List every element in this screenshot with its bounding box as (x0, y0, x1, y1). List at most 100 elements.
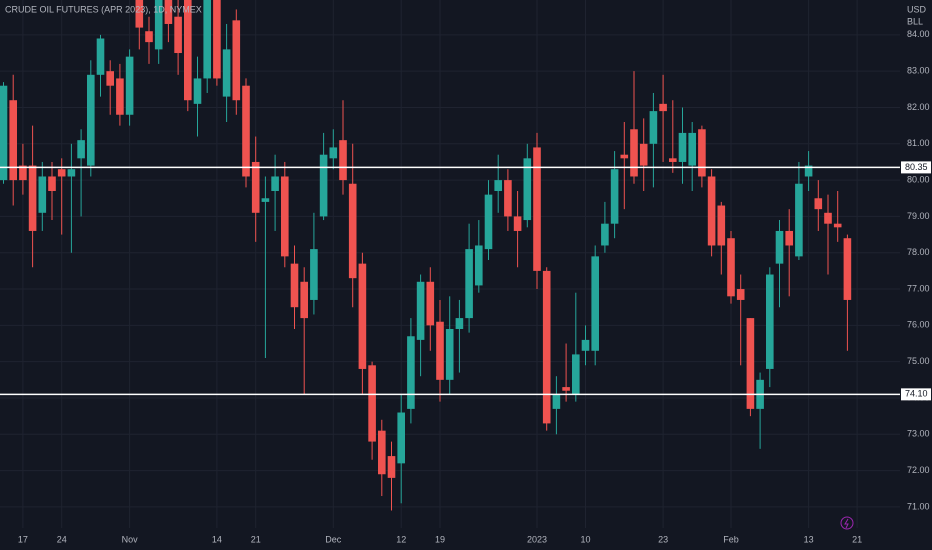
candle-body (542, 270, 551, 424)
candle-body (504, 180, 512, 217)
candle-body (610, 169, 619, 224)
x-tick-label: Feb (723, 534, 739, 544)
candle-body (213, 0, 221, 79)
level-label-box (901, 161, 931, 174)
candle-body (688, 132, 696, 166)
candle-body (843, 238, 852, 300)
y-tick-label: 73.00 (907, 429, 930, 439)
candle-body (174, 16, 182, 54)
candle-body (445, 328, 454, 380)
candle-body (775, 230, 784, 264)
candle-body (310, 249, 318, 300)
candle-body (523, 158, 532, 221)
candle-body (513, 216, 522, 231)
candle-body (736, 289, 745, 300)
candle-body (271, 176, 279, 192)
candle-body (824, 212, 832, 224)
candle-body (164, 0, 173, 24)
candle-body (38, 176, 47, 213)
candle-body (116, 78, 124, 115)
x-tick-label: 21 (251, 534, 261, 544)
candle-body (455, 318, 464, 329)
candle-body (601, 223, 609, 246)
candle-body (57, 169, 66, 177)
candle-body (300, 281, 308, 319)
candle-body (67, 169, 76, 177)
candle-body (339, 140, 347, 181)
axes: 84.00 83.00 82.00 81.00 80.00 79.00 78.00 77.00… (18, 29, 931, 544)
y-tick-label: 79.00 (907, 211, 930, 221)
y-tick-label: 76.00 (907, 320, 930, 330)
candle-body (232, 20, 241, 101)
candle-body (785, 230, 793, 246)
candle-body (242, 85, 250, 177)
candle-body (319, 154, 328, 217)
candle-body (416, 281, 425, 340)
candle-body (804, 165, 813, 177)
level-label: 74.10 (905, 389, 928, 399)
candle-body (329, 147, 338, 159)
y-tick-label: 75.00 (907, 356, 930, 366)
candle-body (184, 0, 192, 101)
unit: BLL (907, 16, 923, 26)
x-tick-label: 17 (18, 534, 28, 544)
y-tick-label: 77.00 (907, 283, 930, 293)
candle-body (814, 198, 823, 210)
candle-body (87, 74, 95, 166)
candle-body (746, 318, 755, 409)
x-tick-label: 13 (804, 534, 814, 544)
candle-body (707, 176, 716, 246)
candle-body (222, 49, 231, 97)
currency: USD (907, 4, 927, 14)
x-tick-label: 19 (435, 534, 445, 544)
candle-body (193, 78, 202, 104)
candle-body (135, 0, 144, 28)
candle-body (678, 132, 687, 162)
candle-body (203, 0, 211, 79)
candle-body (251, 161, 260, 213)
candle-body (727, 238, 735, 297)
candle-body (407, 336, 415, 409)
candle-body (620, 154, 629, 159)
lightning-icon[interactable] (840, 516, 854, 530)
candle-body (475, 245, 483, 286)
y-tick-label: 80.00 (907, 174, 930, 184)
x-tick-label: 14 (212, 534, 222, 544)
candle-body (125, 56, 134, 115)
candle-body (48, 176, 56, 192)
candle-body (833, 223, 842, 228)
candle-body (348, 183, 357, 279)
candle-body (552, 394, 561, 409)
candle-body (378, 430, 386, 475)
candle-body (387, 456, 396, 478)
candle-body (290, 263, 299, 308)
candle-body (145, 31, 153, 43)
candle-body (281, 176, 289, 257)
candle-body (28, 165, 37, 231)
x-tick-label: 10 (580, 534, 590, 544)
candle-body (106, 71, 114, 86)
candle-body (591, 256, 599, 351)
x-tick-label: 12 (396, 534, 406, 544)
candle-body (9, 100, 17, 181)
candle-body (581, 339, 590, 351)
y-tick-label: 83.00 (907, 66, 930, 76)
candle-body (465, 249, 473, 319)
candle-body (533, 147, 541, 271)
chart-title: CRUDE OIL FUTURES (APR 2023), 1D, NYMEX (5, 4, 202, 14)
y-tick-label: 78.00 (907, 247, 930, 257)
level-label-box (901, 388, 931, 401)
candle-body (96, 38, 105, 75)
candle-body (436, 321, 444, 380)
candle-body (358, 263, 367, 369)
candle-body (649, 111, 658, 144)
level-label: 80.35 (905, 162, 928, 172)
plot-area (0, 0, 900, 511)
y-tick-label: 81.00 (907, 138, 930, 148)
candle-body (717, 205, 726, 246)
candle-body (484, 194, 493, 250)
candle-body (368, 365, 376, 442)
y-tick-label: 84.00 (907, 29, 930, 39)
candle-body (639, 143, 648, 166)
